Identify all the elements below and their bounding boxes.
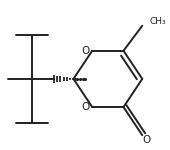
Text: O: O <box>82 46 90 56</box>
Text: CH₃: CH₃ <box>149 16 166 26</box>
Text: O: O <box>143 135 151 145</box>
Text: O: O <box>82 102 90 112</box>
